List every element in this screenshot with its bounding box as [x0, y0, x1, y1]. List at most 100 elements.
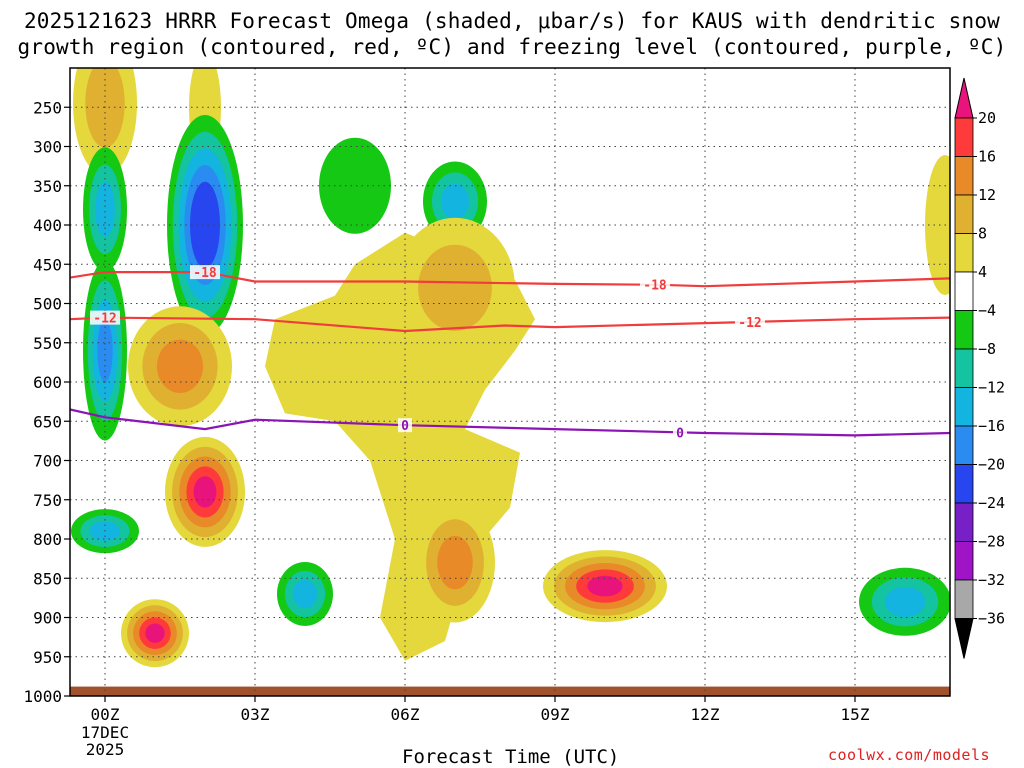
y-tick-label: 400 — [33, 216, 62, 235]
contour-label: 0 — [676, 426, 684, 441]
colorbar-label: 8 — [978, 225, 987, 243]
contour-label-bg — [398, 418, 412, 433]
contour-label: -12 — [738, 316, 761, 331]
colorbar-label: −36 — [978, 610, 1005, 628]
colorbar-segment — [954, 194, 974, 234]
chart-title: 2025121623 HRRR Forecast Omega (shaded, … — [0, 8, 1024, 60]
title-line-2: growth region (contoured, red, ºC) and f… — [17, 35, 1007, 59]
contour-label: 0 — [401, 419, 409, 434]
source-credit: coolwx.com/models — [828, 746, 991, 764]
y-tick-label: 700 — [33, 452, 62, 471]
y-tick-label: 800 — [33, 530, 62, 549]
omega-level — [156, 339, 204, 393]
contour-label-bg — [735, 314, 765, 329]
y-tick-label: 1000 — [23, 687, 62, 706]
omega-level — [440, 183, 470, 220]
omega-level — [95, 181, 115, 237]
colorbar-label: −28 — [978, 533, 1005, 551]
y-tick-label: 250 — [33, 98, 62, 117]
y-tick-label: 850 — [33, 569, 62, 588]
y-tick-label: 750 — [33, 491, 62, 510]
contour-series: -18 -18 — [70, 265, 950, 294]
colorbar-segment — [954, 425, 974, 465]
contour-line — [70, 271, 950, 288]
omega-feature — [277, 561, 333, 626]
colorbar-label: −24 — [978, 494, 1005, 512]
ground-surface — [70, 686, 950, 696]
colorbar-segment — [954, 348, 974, 388]
colorbar-label: 20 — [978, 109, 996, 127]
omega-feature — [415, 502, 495, 623]
omega-feature — [128, 306, 232, 427]
y-tick-label: 350 — [33, 177, 62, 196]
x-tick-label: 12Z — [691, 705, 720, 724]
contour-label-bg — [640, 277, 670, 292]
omega-feature — [319, 137, 391, 234]
omega-feature — [165, 436, 245, 547]
temperature-contours: -18-18-12 -120 0 — [70, 265, 950, 441]
colorbar-label: −8 — [978, 340, 996, 358]
omega-level — [418, 244, 492, 331]
colorbar-segment — [954, 271, 974, 311]
colorbar-segment — [954, 464, 974, 504]
omega-level — [145, 623, 165, 643]
omega-level — [319, 137, 391, 234]
gridlines — [70, 68, 950, 696]
y-tick-label: 900 — [33, 609, 62, 628]
y-tick-label: 950 — [33, 648, 62, 667]
colorbar-segment — [954, 233, 974, 273]
x-tick-label: 00Z — [91, 705, 120, 724]
omega-feature — [543, 550, 667, 623]
omega-level — [884, 586, 926, 617]
omega-feature — [167, 115, 243, 335]
omega-feature — [121, 599, 189, 668]
omega-feature — [395, 217, 515, 358]
colorbar-label: −12 — [978, 379, 1005, 397]
colorbar-segment — [954, 117, 974, 157]
ground-fill — [70, 686, 950, 696]
contour-label: -12 — [93, 312, 116, 327]
title-line-1: 2025121623 HRRR Forecast Omega (shaded, … — [23, 9, 1001, 33]
y-tick-label: 450 — [33, 255, 62, 274]
contour-label-bg — [673, 425, 687, 440]
date-label: 2025 — [86, 740, 125, 759]
omega-feature — [925, 155, 950, 295]
y-tick-label: 650 — [33, 412, 62, 431]
colorbar-segment — [954, 156, 974, 196]
omega-level — [195, 198, 215, 252]
x-tick-label: 03Z — [241, 705, 270, 724]
colorbar-segment — [954, 502, 974, 542]
y-tick-label: 600 — [33, 373, 62, 392]
contour-label-bg — [90, 310, 120, 325]
colorbar-label: −16 — [978, 417, 1005, 435]
omega-level — [193, 476, 217, 508]
omega-level — [925, 155, 950, 295]
colorbar-label: 16 — [978, 148, 996, 166]
omega-feature — [83, 147, 127, 272]
colorbar-label: −4 — [978, 302, 996, 320]
colorbar-label: −20 — [978, 456, 1005, 474]
colorbar-label: 12 — [978, 186, 996, 204]
omega-feature — [859, 567, 950, 636]
contour-series: -12 -12 — [70, 310, 950, 333]
omega-level — [97, 319, 113, 382]
x-tick-label: 15Z — [841, 705, 870, 724]
colorbar-segment — [954, 541, 974, 581]
y-tick-label: 300 — [33, 138, 62, 157]
y-tick-label: 550 — [33, 334, 62, 353]
colorbar-label: 4 — [978, 263, 987, 281]
colorbar-label: −32 — [978, 571, 1005, 589]
colorbar-bottom-arrow — [954, 618, 974, 659]
omega-level — [437, 535, 473, 590]
colorbar-segment — [954, 387, 974, 427]
colorbar-top-arrow — [954, 77, 974, 119]
contour-label: -18 — [193, 266, 217, 281]
x-tick-label: 09Z — [541, 705, 570, 724]
colorbar-segment — [954, 579, 974, 619]
y-tick-label: 500 — [33, 295, 62, 314]
colorbar-segment — [954, 310, 974, 350]
contour-label-bg — [190, 265, 220, 280]
contour-line — [70, 316, 950, 333]
